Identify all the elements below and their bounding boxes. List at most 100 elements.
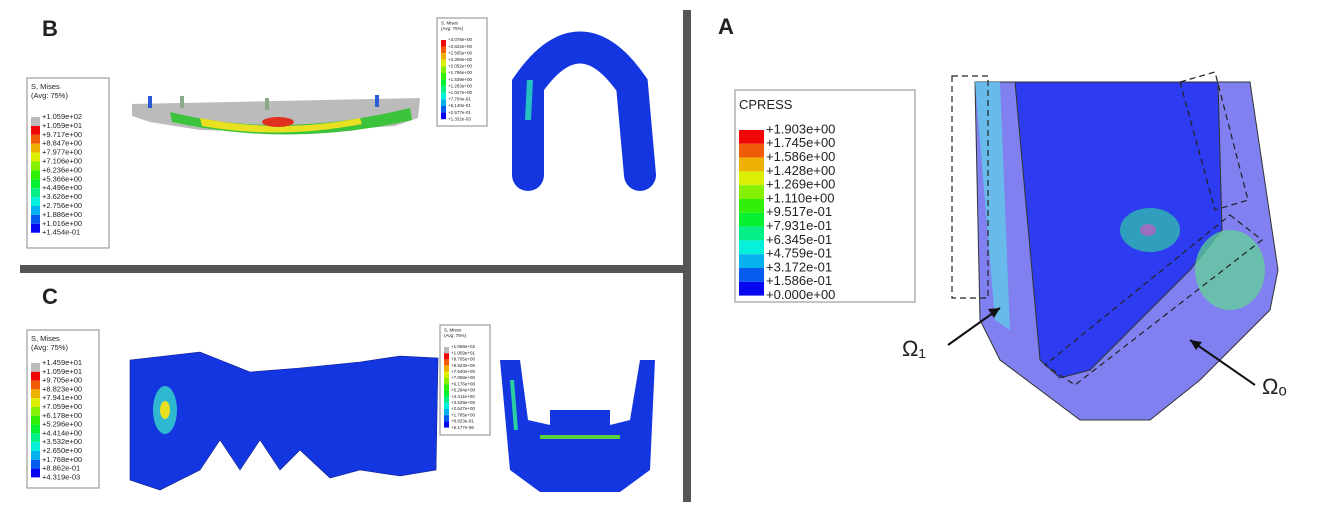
- legend-title: S, Mises: [31, 334, 60, 343]
- legend-entry: +7.059e+00: [42, 402, 82, 411]
- annotation: Ω₁: [902, 336, 926, 361]
- legend-swatch: [31, 143, 40, 153]
- legend-swatch: [31, 459, 40, 469]
- legend-title: S, Mises: [31, 82, 60, 91]
- legend-entry: +9.705e+00: [451, 357, 476, 362]
- legend-entry: +1.059e+01: [42, 121, 82, 130]
- legend-entry: +7.977e+00: [42, 148, 82, 157]
- legend-swatch: [444, 365, 449, 372]
- legend-title: S, Mises: [441, 21, 459, 26]
- panel-label: C: [42, 284, 58, 309]
- legend-swatch: [31, 415, 40, 425]
- legend-entry: +7.940e+00: [451, 369, 476, 374]
- legend-swatch: [441, 79, 446, 87]
- legend-entry: +8.847e+00: [42, 139, 82, 148]
- legend-subtitle: (Avg: 75%): [31, 343, 68, 352]
- legend-entry: +6.236e+00: [42, 165, 82, 174]
- legend-swatch: [444, 353, 449, 360]
- legend-box: [26, 77, 110, 249]
- legend-swatch: [31, 152, 40, 162]
- legend-title: S, Mises: [444, 328, 462, 333]
- legend-entry: +4.414e+00: [42, 428, 82, 437]
- legend-entry: +1.110e+00: [766, 190, 834, 205]
- legend-swatch: [441, 73, 446, 80]
- legend-entry: +9.705e+00: [42, 376, 82, 385]
- legend-swatch: [739, 143, 764, 158]
- legend-swatch: [441, 112, 446, 120]
- legend-swatch: [444, 390, 449, 397]
- legend-entry: +7.941e+00: [42, 393, 82, 402]
- legend-swatch: [31, 433, 40, 443]
- legend-entry: +2.052e+00: [448, 64, 473, 69]
- legend-swatch: [739, 254, 764, 268]
- legend-entry: +1.027e+00: [448, 90, 473, 95]
- legend-title: CPRESS: [739, 97, 793, 112]
- legend-swatch: [31, 398, 40, 407]
- legend-entry: +1.059e+02: [42, 112, 82, 121]
- legend-entry: +3.078e+00: [448, 37, 473, 42]
- legend-entry: +3.529e+00: [451, 400, 476, 405]
- legend-swatch: [739, 157, 764, 172]
- legend-swatch: [444, 378, 449, 385]
- legend-entry: +1.059e+01: [42, 367, 82, 376]
- legend-swatch: [444, 371, 449, 378]
- legend-entry: +8.823e+00: [42, 384, 82, 393]
- legend-swatch: [441, 53, 446, 60]
- legend-entry: +3.626e+00: [42, 192, 82, 201]
- legend-swatch: [31, 179, 40, 189]
- legend-entry: +1.016e+00: [42, 219, 82, 228]
- legend-swatch: [739, 130, 764, 144]
- legend-swatch: [31, 380, 40, 390]
- legend-entry: +1.283e+00: [448, 83, 473, 88]
- legend-entry: +7.931e-01: [766, 218, 832, 233]
- legend-swatch: [444, 396, 449, 403]
- legend-swatch: [31, 389, 40, 399]
- legend-swatch: [739, 268, 764, 282]
- legend-swatch: [739, 281, 764, 296]
- legend-entry: +1.768e+00: [42, 455, 82, 464]
- legend-swatch: [31, 442, 40, 451]
- legend-entry: +7.058e+00: [451, 375, 476, 380]
- legend-entry: +1.586e+00: [766, 149, 835, 164]
- annotation: Ωₒ: [1262, 374, 1287, 399]
- legend-swatch: [31, 223, 40, 233]
- legend-entry: +1.745e+00: [766, 135, 835, 150]
- legend-swatch: [31, 188, 40, 198]
- legend-swatch: [31, 197, 40, 206]
- legend-entry: +2.565e+00: [448, 50, 473, 55]
- jaw-top-view: [512, 31, 656, 191]
- legend-swatch: [441, 40, 446, 47]
- legend-entry: +1.059e+02: [451, 344, 476, 349]
- legend-entry: +1.269e+00: [766, 177, 835, 192]
- legend-entry: +3.172e-01: [766, 259, 832, 274]
- legend-entry: +1.796e+00: [448, 70, 473, 75]
- legend-entry: +1.332e-03: [448, 116, 471, 121]
- legend-subtitle: (Avg: 75%): [444, 333, 467, 338]
- legend-subtitle: (Avg: 75%): [31, 91, 68, 100]
- legend-swatch: [31, 206, 40, 215]
- mandible-front-view: [500, 360, 655, 492]
- legend-entry: +4.411e+00: [451, 394, 475, 399]
- legend-entry: +2.577e-01: [448, 110, 471, 115]
- legend-swatch: [444, 359, 449, 366]
- legend-entry: +1.765e+00: [451, 412, 476, 417]
- teeth-front-view: [129, 351, 439, 491]
- legend-entry: +5.294e+00: [451, 388, 476, 393]
- legend-entry: +9.517e-01: [766, 204, 832, 219]
- legend-swatch: [739, 212, 764, 227]
- legend-entry: +2.647e+00: [451, 406, 476, 411]
- legend-entry: +5.140e-01: [448, 103, 471, 108]
- legend-entry: +2.822e+00: [448, 44, 473, 49]
- legend-swatch: [31, 161, 40, 171]
- divider-vertical: [683, 10, 691, 502]
- legend-entry: +6.176e+00: [451, 381, 476, 386]
- legend-entry: +5.177e-06: [451, 425, 474, 430]
- legend-swatch: [444, 384, 449, 391]
- jaw-side-view: [132, 95, 420, 135]
- legend-entry: +2.756e+00: [42, 201, 82, 210]
- legend-swatch: [31, 134, 40, 144]
- panel-label: A: [718, 14, 734, 39]
- legend-entry: +8.823e-01: [451, 419, 474, 424]
- legend-swatch: [441, 92, 446, 100]
